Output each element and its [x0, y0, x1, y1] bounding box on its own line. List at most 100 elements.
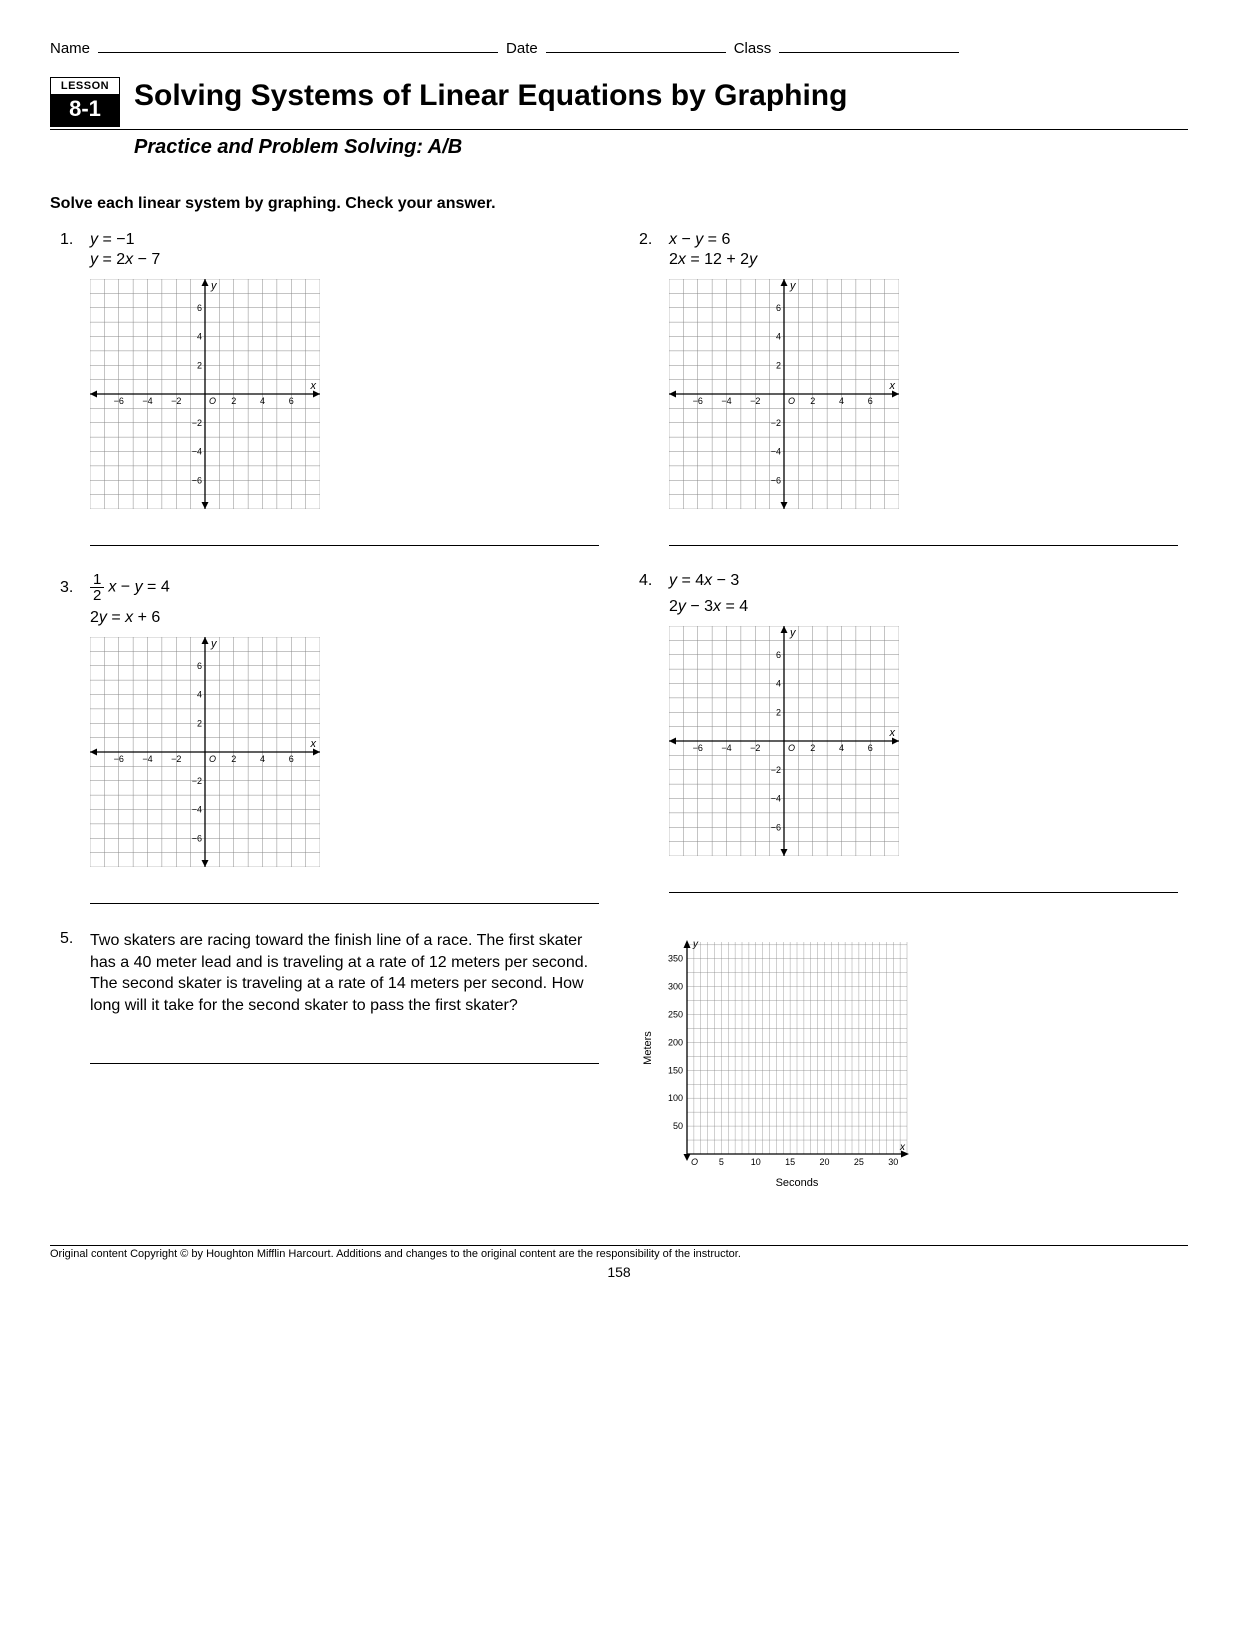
svg-text:4: 4 — [197, 690, 202, 700]
svg-text:4: 4 — [260, 754, 265, 764]
svg-text:−2: −2 — [192, 418, 202, 428]
svg-text:6: 6 — [197, 303, 202, 313]
svg-text:y: y — [210, 280, 218, 292]
svg-text:2: 2 — [197, 360, 202, 370]
problem-4-grid: −6−4−2246642−2−4−6Oxy — [669, 626, 1178, 861]
lesson-badge: LESSON 8-1 — [50, 77, 120, 127]
header-fields: Name Date Class — [50, 40, 1188, 57]
date-line — [546, 52, 726, 53]
problem-1-eq2: y = 2x − 7 — [90, 251, 599, 269]
svg-text:y: y — [789, 627, 797, 639]
problem-2: 2. x − y = 6 2x = 12 + 2y −6−4−2246642−2… — [639, 231, 1178, 546]
svg-text:6: 6 — [776, 650, 781, 660]
svg-text:O: O — [691, 1157, 698, 1167]
svg-text:−4: −4 — [721, 743, 731, 753]
svg-text:6: 6 — [197, 661, 202, 671]
name-label: Name — [50, 40, 90, 57]
svg-text:15: 15 — [785, 1157, 795, 1167]
svg-text:−4: −4 — [192, 805, 202, 815]
svg-text:−4: −4 — [721, 396, 731, 406]
problem-3-eq1: 12x − y = 4 — [90, 572, 170, 603]
problem-2-eq1: x − y = 6 — [669, 231, 730, 249]
lesson-word: LESSON — [51, 78, 119, 94]
svg-text:−2: −2 — [771, 765, 781, 775]
svg-text:−4: −4 — [192, 447, 202, 457]
problem-4-num: 4. — [639, 572, 661, 590]
svg-text:O: O — [788, 396, 795, 406]
svg-text:−6: −6 — [192, 475, 202, 485]
svg-text:−6: −6 — [693, 396, 703, 406]
problem-3-answer-line — [90, 886, 599, 904]
svg-text:5: 5 — [719, 1157, 724, 1167]
title-row: LESSON 8-1 Solving Systems of Linear Equ… — [50, 77, 1188, 130]
svg-text:4: 4 — [197, 332, 202, 342]
svg-text:−6: −6 — [192, 833, 202, 843]
svg-text:150: 150 — [668, 1065, 683, 1075]
svg-text:Seconds: Seconds — [776, 1177, 819, 1189]
problem-2-grid: −6−4−2246642−2−4−6Oxy — [669, 279, 1178, 514]
svg-text:200: 200 — [668, 1037, 683, 1047]
svg-text:−2: −2 — [192, 776, 202, 786]
svg-text:−2: −2 — [171, 396, 181, 406]
date-label: Date — [506, 40, 538, 57]
svg-text:2: 2 — [231, 754, 236, 764]
svg-text:−4: −4 — [142, 754, 152, 764]
svg-text:x: x — [310, 380, 317, 392]
problem-3-grid: −6−4−2246642−2−4−6Oxy — [90, 637, 599, 872]
svg-text:100: 100 — [668, 1093, 683, 1103]
svg-text:−4: −4 — [771, 447, 781, 457]
svg-text:y: y — [789, 280, 797, 292]
svg-text:O: O — [209, 396, 216, 406]
svg-text:−2: −2 — [171, 754, 181, 764]
svg-text:250: 250 — [668, 1010, 683, 1020]
svg-text:x: x — [889, 727, 896, 739]
svg-text:−6: −6 — [771, 822, 781, 832]
svg-text:6: 6 — [868, 743, 873, 753]
instructions: Solve each linear system by graphing. Ch… — [50, 195, 1188, 213]
page-number: 158 — [50, 1264, 1188, 1280]
problem-3-num: 3. — [60, 579, 82, 597]
svg-text:−4: −4 — [771, 794, 781, 804]
problem-2-eq2: 2x = 12 + 2y — [669, 251, 1178, 269]
svg-text:350: 350 — [668, 954, 683, 964]
svg-text:y: y — [692, 939, 699, 950]
svg-text:30: 30 — [888, 1157, 898, 1167]
svg-text:4: 4 — [776, 332, 781, 342]
svg-text:6: 6 — [868, 396, 873, 406]
svg-text:6: 6 — [289, 396, 294, 406]
svg-text:−6: −6 — [114, 396, 124, 406]
problem-4-eq1: y = 4x − 3 — [669, 572, 739, 590]
svg-text:−6: −6 — [693, 743, 703, 753]
svg-text:50: 50 — [673, 1121, 683, 1131]
svg-text:x: x — [310, 738, 317, 750]
page-title: Solving Systems of Linear Equations by G… — [134, 77, 847, 113]
svg-text:4: 4 — [776, 679, 781, 689]
problem-2-num: 2. — [639, 231, 661, 249]
svg-text:x: x — [889, 380, 896, 392]
problem-2-answer-line — [669, 528, 1178, 546]
problem-1-num: 1. — [60, 231, 82, 249]
problem-4-eq2: 2y − 3x = 4 — [669, 598, 1178, 616]
problem-5-num: 5. — [60, 930, 82, 1016]
svg-text:Meters: Meters — [642, 1031, 654, 1065]
svg-text:4: 4 — [839, 743, 844, 753]
problem-5-answer-line — [90, 1046, 599, 1064]
svg-text:2: 2 — [810, 396, 815, 406]
svg-text:−2: −2 — [771, 418, 781, 428]
svg-text:O: O — [209, 754, 216, 764]
svg-text:−6: −6 — [114, 754, 124, 764]
lesson-number: 8-1 — [51, 94, 119, 126]
footer-text: Original content Copyright © by Houghton… — [50, 1246, 1188, 1260]
problem-4-answer-line — [669, 875, 1178, 893]
svg-text:−6: −6 — [771, 475, 781, 485]
problem-1: 1. y = −1 y = 2x − 7 −6−4−2246642−2−4−6O… — [60, 231, 599, 546]
name-line — [98, 52, 498, 53]
svg-text:25: 25 — [854, 1157, 864, 1167]
problem-5: 5. Two skaters are racing toward the fin… — [60, 930, 1178, 1195]
svg-text:O: O — [788, 743, 795, 753]
class-label: Class — [734, 40, 772, 57]
svg-text:x: x — [899, 1142, 906, 1153]
svg-text:6: 6 — [776, 303, 781, 313]
svg-text:2: 2 — [776, 707, 781, 717]
svg-text:10: 10 — [751, 1157, 761, 1167]
